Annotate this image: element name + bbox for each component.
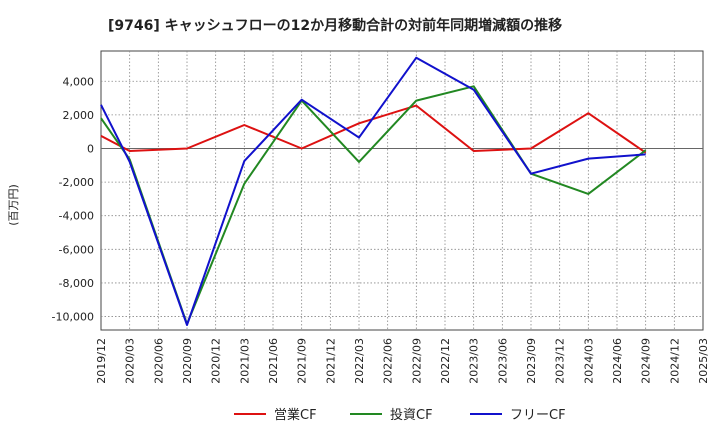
x-tick-label: 2022/09 — [410, 338, 423, 384]
legend: 営業CF 投資CF フリーCF — [234, 407, 566, 423]
y-axis-ticks: 4,000 2,000 0 -2,000 -4,000 -6,000 -8,000 -10,0… — [52, 75, 94, 323]
x-tick-label: 2024/03 — [582, 338, 595, 384]
x-tick-label: 2020/06 — [152, 338, 165, 384]
x-axis-ticks: 2019/12 2020/03 2020/06 2020/09 2020/12 2021/… — [95, 338, 710, 384]
x-tick-label: 2025/03 — [697, 338, 710, 384]
y-tick-label: -8,000 — [59, 277, 94, 290]
y-tick-label: 0 — [87, 142, 94, 155]
grid-lines — [101, 51, 703, 330]
y-tick-label: -4,000 — [59, 210, 94, 223]
legend-label-0: 営業CF — [274, 407, 317, 423]
x-tick-label: 2023/03 — [468, 338, 481, 384]
x-tick-label: 2023/12 — [554, 338, 567, 384]
y-tick-label: -6,000 — [59, 243, 94, 256]
legend-label-1: 投資CF — [390, 407, 433, 423]
series-line-0 — [100, 104, 647, 154]
plot-area — [100, 50, 704, 331]
x-tick-label: 2022/03 — [353, 338, 366, 384]
y-tick-label: -10,000 — [52, 311, 94, 324]
x-tick-label: 2024/12 — [668, 338, 681, 384]
chart-title: [9746] キャッシュフローの12か月移動合計の対前年同期増減額の推移 — [108, 17, 562, 34]
x-tick-label: 2022/12 — [439, 338, 452, 384]
x-tick-label: 2021/09 — [296, 338, 309, 384]
y-tick-label: 2,000 — [63, 109, 95, 122]
x-tick-label: 2023/06 — [496, 338, 509, 384]
x-tick-label: 2024/09 — [640, 338, 653, 384]
y-tick-label: 4,000 — [63, 75, 95, 88]
series-group — [100, 56, 647, 326]
x-tick-label: 2020/09 — [181, 338, 194, 384]
series-line-2 — [100, 56, 646, 326]
x-tick-label: 2024/06 — [611, 338, 624, 384]
x-tick-label: 2021/03 — [238, 338, 251, 384]
x-tick-label: 2021/12 — [324, 338, 337, 384]
x-tick-label: 2019/12 — [95, 338, 108, 384]
y-tick-label: -2,000 — [59, 176, 94, 189]
legend-label-2: フリーCF — [510, 408, 566, 423]
x-tick-label: 2023/09 — [525, 338, 538, 384]
x-tick-label: 2022/06 — [382, 338, 395, 384]
x-tick-label: 2020/03 — [124, 338, 137, 384]
x-tick-label: 2020/12 — [210, 338, 223, 384]
y-axis-label: (百万円) — [7, 184, 20, 226]
plot-frame — [100, 50, 704, 331]
x-tick-label: 2021/06 — [267, 338, 280, 384]
